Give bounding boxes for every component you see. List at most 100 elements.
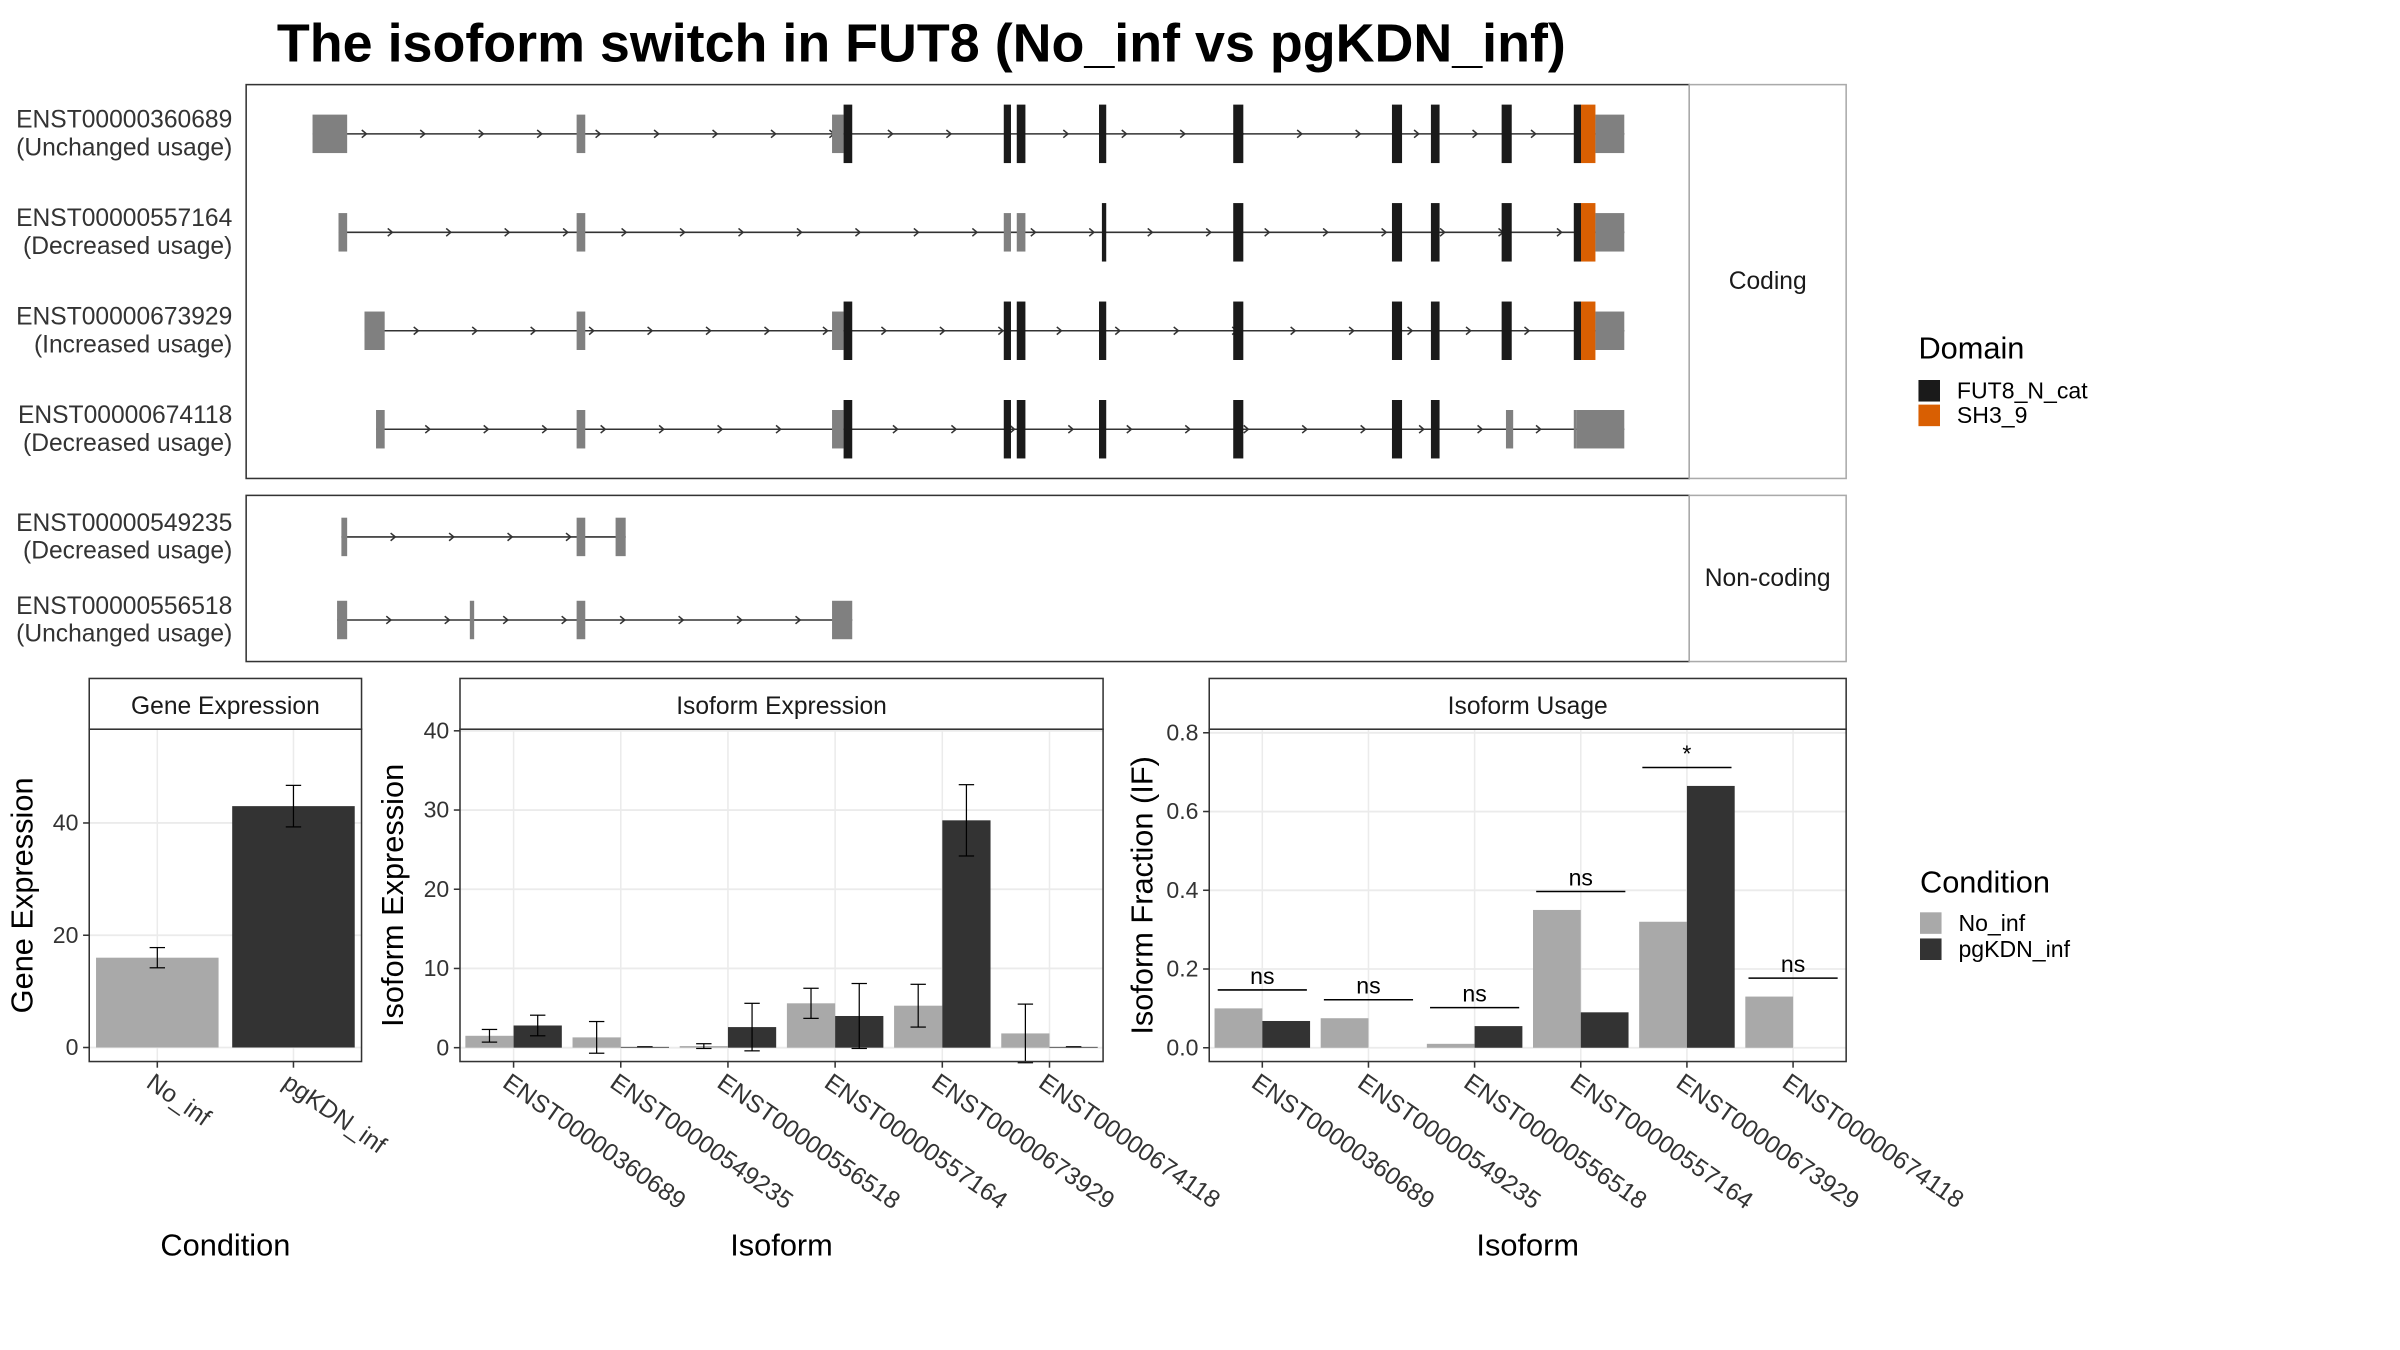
exon [576,517,586,557]
intron-arrow [413,326,420,336]
exon [1003,104,1011,164]
error-bar [744,1002,760,1052]
intron-arrow [705,326,712,336]
bar [1426,1043,1475,1048]
y-tick-label: 40 [424,718,450,744]
error-bar [149,946,165,969]
legend-label: pgKDN_inf [1958,936,2070,962]
exon [1573,104,1581,164]
intron-arrow [736,615,743,625]
intron-arrow [541,424,549,434]
exon [843,400,853,459]
exon [1430,104,1440,164]
error-bar [481,1028,498,1043]
error-bar [910,983,926,1028]
legend-swatch [1920,912,1942,934]
exon [1233,400,1244,459]
exon [1573,410,1577,449]
bar [1214,1008,1263,1048]
exon [376,410,385,449]
transcript-usage: (Increased usage) [34,331,232,358]
y-tick-label: 0.0 [1166,1034,1198,1060]
intron-arrow [1523,326,1531,336]
legend-swatch [1918,404,1940,427]
intron-arrow [1407,326,1414,336]
exon [843,104,853,164]
transcript-usage: (Decreased usage) [23,233,232,260]
y-tick-label: 40 [53,810,79,836]
error-bar [1017,1003,1034,1064]
intron-arrow [483,424,490,434]
intron-arrow [854,227,862,237]
bar [1262,1020,1311,1048]
intron-arrow [1147,227,1154,237]
intron-arrow [712,129,719,139]
transcript-name: ENST00000549235 [16,510,232,537]
intron-arrow [1030,227,1037,237]
transcript-name: ENST00000673929 [16,304,232,331]
y-axis-title: Gene Expression [4,777,39,1013]
bar [1533,909,1581,1048]
exon [1101,203,1107,262]
group-strip [1688,83,1847,480]
intron-arrow [795,615,802,625]
x-axis-title: Condition [160,1227,290,1262]
legend-label: No_inf [1958,910,2025,936]
intron-arrow [763,326,771,336]
intron-arrow [565,532,572,542]
intron-arrow [653,129,660,139]
exon [1016,301,1026,360]
plot-background [1209,729,1847,1062]
intron-arrow [1173,326,1180,336]
intron-arrow [945,129,953,139]
intron-arrow [647,326,654,336]
legend-title: Condition [1920,864,2050,899]
y-tick-label: 20 [53,922,79,948]
exon [1391,203,1403,262]
exon [341,517,348,557]
intron-arrow [1114,326,1122,336]
intron-arrow [507,532,514,542]
intron-arrow [658,424,665,434]
bar [1639,921,1687,1048]
intron-arrow [536,129,543,139]
intron-arrow [1418,424,1425,434]
significance-label: ns [1250,963,1274,989]
intron-arrow [679,227,686,237]
intron-arrow [387,227,394,237]
intron-arrow [1088,227,1096,237]
exon [832,114,844,154]
exon [337,600,348,640]
error-bar [851,982,867,1050]
y-axis-title: Isoform Expression [375,764,410,1027]
intron-arrow [1056,326,1063,336]
x-tick-label: ENST00000556518 [1459,1069,1652,1215]
intron-arrow [1556,227,1563,237]
panel-title: Isoform Expression [676,693,887,720]
intron-arrow [717,424,724,434]
exon [1595,311,1625,350]
x-tick-label: ENST00000673929 [1671,1069,1864,1215]
intron-arrow [1290,326,1297,336]
significance-label: ns [1569,864,1593,890]
transcript-usage: (Decreased usage) [23,430,232,457]
transcript-usage: (Decreased usage) [23,537,232,564]
intron-arrow [880,326,888,336]
intron-arrow [1535,424,1542,434]
intron-arrow [390,532,397,542]
bar [1745,996,1794,1048]
panel-title: Isoform Usage [1448,693,1608,720]
exon [1003,400,1011,459]
y-tick-label: 0 [66,1034,79,1060]
transcript-name: ENST00000674118 [18,402,232,429]
exon [1595,213,1625,252]
intron-arrow [822,326,829,336]
y-tick-label: 20 [424,876,450,902]
exon [1391,400,1403,459]
exon [1233,301,1244,360]
exon [1501,104,1512,164]
y-tick-label: 0.4 [1166,877,1198,903]
exon [1501,203,1512,262]
intron-arrow [1360,424,1367,434]
